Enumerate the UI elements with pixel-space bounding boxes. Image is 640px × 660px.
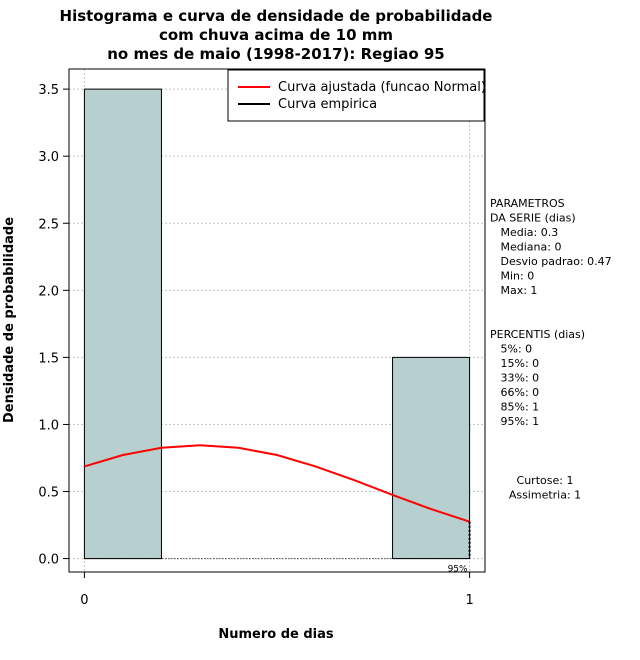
y-tick-label-0: 0.0 <box>38 553 59 568</box>
params-line-2: Media: 0.3 <box>490 226 558 239</box>
stats-line-1: Assimetria: 1 <box>509 489 581 502</box>
series-line-0 <box>84 444 470 523</box>
params-line-4: Desvio padrao: 0.47 <box>490 255 612 268</box>
params-line-3: Mediana: 0 <box>490 241 561 254</box>
percentis-line-3: 33%: 0 <box>490 372 539 385</box>
legend-label-fitted: Curva ajustada (funcao Normal) <box>278 80 486 95</box>
percentis-line-0: PERCENTIS (dias) <box>490 328 585 341</box>
percentis-line-4: 66%: 0 <box>490 386 539 399</box>
chart-title-line-3: no mes de maio (1998-2017): Regiao 95 <box>107 45 445 63</box>
x-tick-label-1: 1 <box>465 593 473 608</box>
y-axis: 0.0 0.5 1.0 1.5 2.0 2.5 3.0 3.5 <box>38 83 70 568</box>
histogram-bar-0 <box>83 88 162 560</box>
legend: Curva ajustada (funcao Normal) Curva emp… <box>227 69 486 122</box>
histogram-bar-1 <box>392 356 471 560</box>
y-tick-label-6: 3.0 <box>38 150 59 165</box>
y-tick-label-1: 0.5 <box>38 486 59 501</box>
curve-layer <box>84 444 470 523</box>
y-tick-label-3: 1.5 <box>38 351 59 366</box>
y-tick-label-2: 1.0 <box>38 418 59 433</box>
y-tick-label-5: 2.5 <box>38 217 59 232</box>
percentis-line-6: 95%: 1 <box>490 415 539 428</box>
percentis-line-2: 15%: 0 <box>490 357 539 370</box>
x-axis-label: Numero de dias <box>218 627 334 642</box>
stats-block: Curtose: 1 Assimetria: 1 <box>509 474 581 502</box>
y-axis-label: Densidade de probabilidade <box>2 217 17 423</box>
legend-box <box>227 69 485 122</box>
percentile-marker-label: 95% <box>448 565 468 575</box>
stats-line-0: Curtose: 1 <box>517 474 574 487</box>
marker-layer: 95% <box>448 521 471 575</box>
percentis-line-5: 85%: 1 <box>490 401 539 414</box>
params-line-5: Min: 0 <box>490 270 534 283</box>
x-tick-label-0: 0 <box>80 593 88 608</box>
y-tick-label-4: 2.0 <box>38 284 59 299</box>
params-line-6: Max: 1 <box>490 284 537 297</box>
percentis-block: PERCENTIS (dias) 5%: 0 15%: 0 33%: 0 66%… <box>490 328 585 428</box>
y-tick-label-7: 3.5 <box>38 83 59 98</box>
legend-label-empirical: Curva empirica <box>278 97 377 112</box>
percentis-line-1: 5%: 0 <box>490 343 532 356</box>
chart-title-line-1: Histograma e curva de densidade de proba… <box>60 7 493 25</box>
params-block: PARAMETROS DA SERIE (dias) Media: 0.3 Med… <box>490 197 612 297</box>
params-line-0: PARAMETROS <box>490 197 565 210</box>
params-line-1: DA SERIE (dias) <box>490 212 576 225</box>
chart-title-line-2: com chuva acima de 10 mm <box>159 26 393 44</box>
bars-layer <box>83 88 471 560</box>
